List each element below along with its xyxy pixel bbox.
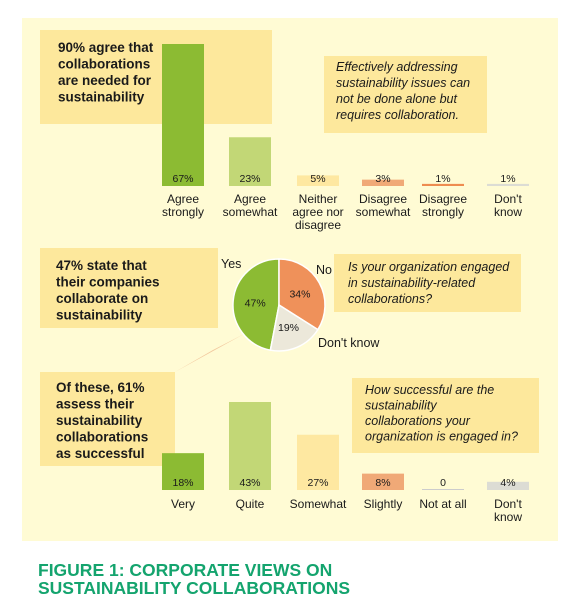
figure-title-line1: FIGURE 1: CORPORATE VIEWS ON (38, 560, 333, 580)
callout-connector (175, 334, 244, 372)
category-3-0: Very (171, 497, 195, 511)
category-1-4: strongly (422, 205, 464, 219)
pie-name-0: Yes (221, 257, 241, 271)
callout-1-box (40, 30, 272, 124)
bar-1-3 (362, 179, 404, 186)
callout-3-line: Of these, 61% (56, 380, 145, 395)
category-3-1: Quite (236, 497, 265, 511)
category-3-5: know (494, 510, 522, 524)
question-2-line: Is your organization engaged (348, 260, 510, 274)
category-1-1: Agree (234, 192, 266, 206)
question-3-line: How successful are the (365, 383, 494, 397)
bar-3-value-0: 18% (172, 477, 193, 489)
bar-3-3 (362, 473, 404, 490)
bar-3-value-2: 27% (307, 477, 328, 489)
bar-3-4 (422, 489, 464, 490)
callout-2-box (40, 248, 218, 328)
figure-title: FIGURE 1: CORPORATE VIEWS ON SUSTAINABIL… (38, 561, 558, 597)
bar-3-value-3: 8% (375, 477, 390, 489)
callout-3-line: assess their (56, 397, 135, 412)
question-3-line: collaborations your (365, 414, 471, 428)
callout-1-line: 90% agree that (58, 40, 154, 55)
bar-3-0 (162, 453, 204, 490)
bar-3-value-1: 43% (239, 477, 260, 489)
callout-1-line: collaborations (58, 57, 150, 72)
bar-3-1 (229, 402, 271, 490)
pie-value-2: 19% (278, 322, 299, 334)
category-3-2: Somewhat (290, 497, 347, 511)
bar-3-5 (487, 481, 529, 490)
bar-3-value-4: 0 (440, 477, 446, 489)
category-1-1: somewhat (223, 205, 278, 219)
bar-1-value-1: 23% (239, 173, 260, 185)
note-1-line: requires collaboration. (336, 108, 459, 122)
bar-1-value-3: 3% (375, 173, 390, 185)
callout-3-line: sustainability (56, 413, 143, 428)
category-1-0: strongly (162, 205, 204, 219)
question-3-line: sustainability (365, 399, 437, 413)
question-3-line: organization is engaged in? (365, 430, 518, 444)
category-3-4: Not at all (419, 497, 466, 511)
pie-value-0: 47% (245, 298, 266, 310)
callout-3-box (40, 372, 175, 466)
callout-3-line: as successful (56, 446, 145, 461)
callout-2-line: their companies (56, 275, 160, 290)
question-2-line: in sustainability-related (348, 276, 476, 290)
note-1-line: sustainability issues can (336, 76, 470, 90)
pie-name-1: No (316, 263, 332, 277)
figure-title-line2: SUSTAINABILITY COLLABORATIONS (38, 578, 351, 598)
category-1-2: agree nor (292, 205, 343, 219)
category-1-0: Agree (167, 192, 199, 206)
callout-1-line: are needed for (58, 73, 152, 88)
callout-2-line: sustainability (56, 308, 143, 323)
bar-1-0 (162, 44, 204, 186)
category-3-5: Don't (494, 497, 522, 511)
category-1-4: Disagree (419, 192, 467, 206)
pie-value-1: 34% (289, 288, 310, 300)
category-3-3: Slightly (364, 497, 403, 511)
bar-1-value-2: 5% (310, 173, 325, 185)
callout-2-line: collaborate on (56, 291, 148, 306)
bar-1-value-0: 67% (172, 173, 193, 185)
bar-1-2 (297, 175, 339, 186)
bar-3-2 (297, 434, 339, 490)
category-1-2: disagree (295, 218, 341, 232)
callout-1-line: sustainability (58, 90, 145, 105)
category-1-5: know (494, 205, 522, 219)
category-1-3: Disagree (359, 192, 407, 206)
bar-1-value-4: 1% (435, 173, 450, 185)
bar-1-5 (487, 183, 529, 186)
question-3-box (352, 378, 539, 453)
question-2-line: collaborations? (348, 292, 432, 306)
bar-1-1 (229, 137, 271, 186)
callout-2-line: 47% state that (56, 258, 147, 273)
note-1-line: not be done alone but (336, 92, 457, 106)
category-1-3: somewhat (356, 205, 411, 219)
note-1-line: Effectively addressing (336, 60, 458, 74)
callout-3-line: collaborations (56, 430, 148, 445)
pie-slice-0 (232, 258, 280, 352)
bar-1-value-5: 1% (500, 173, 515, 185)
category-1-2: Neither (299, 192, 338, 206)
pie-name-2: Don't know (318, 336, 380, 350)
question-2-box (334, 254, 521, 312)
pie-slice-2 (269, 303, 319, 352)
note-1-box (324, 56, 487, 133)
bar-1-4 (422, 183, 464, 186)
category-1-5: Don't (494, 192, 522, 206)
bar-3-value-5: 4% (500, 477, 515, 489)
